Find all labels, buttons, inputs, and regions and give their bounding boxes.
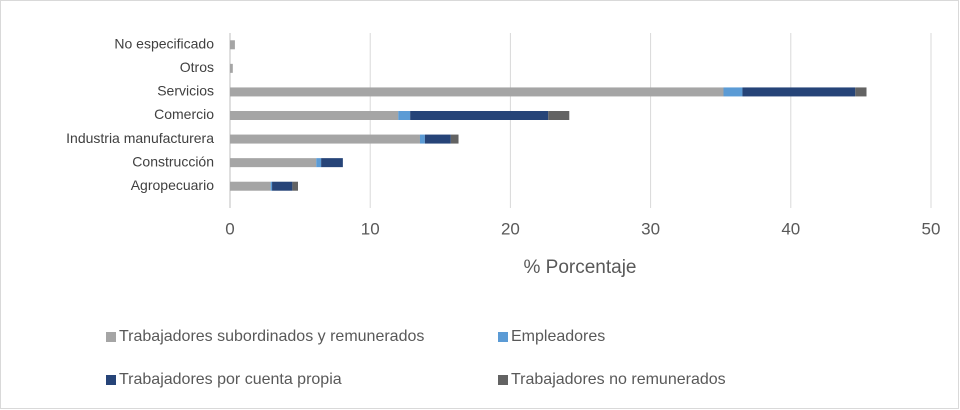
bar-segment	[292, 181, 298, 191]
bar-segment	[742, 87, 856, 97]
bar-segment	[272, 181, 293, 191]
legend-swatch	[498, 375, 508, 385]
bar-segment	[316, 158, 322, 168]
bar-segment	[230, 181, 271, 191]
y-tick-label: Comercio	[154, 106, 214, 122]
bar-segment	[424, 134, 451, 144]
legend-swatch	[106, 332, 116, 342]
bar-segment	[450, 134, 459, 144]
y-tick-label: Construcción	[132, 153, 214, 169]
y-tick-label: Industria manufacturera	[66, 130, 214, 146]
bar-segment	[230, 87, 724, 97]
legend-label: Trabajadores por cuenta propia	[119, 371, 342, 388]
bar-segment	[723, 87, 743, 97]
x-tick-label: 30	[641, 219, 660, 238]
legend-label: Trabajadores subordinados y remunerados	[119, 328, 424, 345]
bar-segment	[230, 134, 420, 144]
y-tick-label: Otros	[180, 59, 214, 75]
legend-swatch	[106, 375, 116, 385]
bar-segment	[398, 111, 411, 120]
legend-label: Trabajadores no remunerados	[511, 371, 726, 388]
bar-segment	[419, 134, 425, 144]
x-tick-label: 0	[225, 219, 234, 238]
x-tick-label: 20	[501, 219, 520, 238]
bar-segment	[230, 40, 235, 50]
bar-segment	[548, 111, 570, 120]
y-tick-label: No especificado	[114, 35, 214, 51]
y-tick-label: Servicios	[157, 83, 214, 99]
bar-segment	[230, 158, 317, 168]
x-tick-label: 40	[781, 219, 800, 238]
bar-segment	[230, 111, 399, 120]
bar-segment	[855, 87, 867, 97]
y-tick-label: Agropecuario	[131, 177, 214, 193]
legend-swatch	[498, 332, 508, 342]
bar-segment	[270, 181, 273, 191]
bar-segment	[410, 111, 549, 120]
bar-segment	[321, 158, 343, 168]
x-tick-label: 50	[922, 219, 941, 238]
x-tick-label: 10	[361, 219, 380, 238]
x-axis-title: % Porcentaje	[523, 257, 636, 278]
bar-segment	[230, 63, 233, 73]
legend-label: Empleadores	[511, 328, 605, 345]
